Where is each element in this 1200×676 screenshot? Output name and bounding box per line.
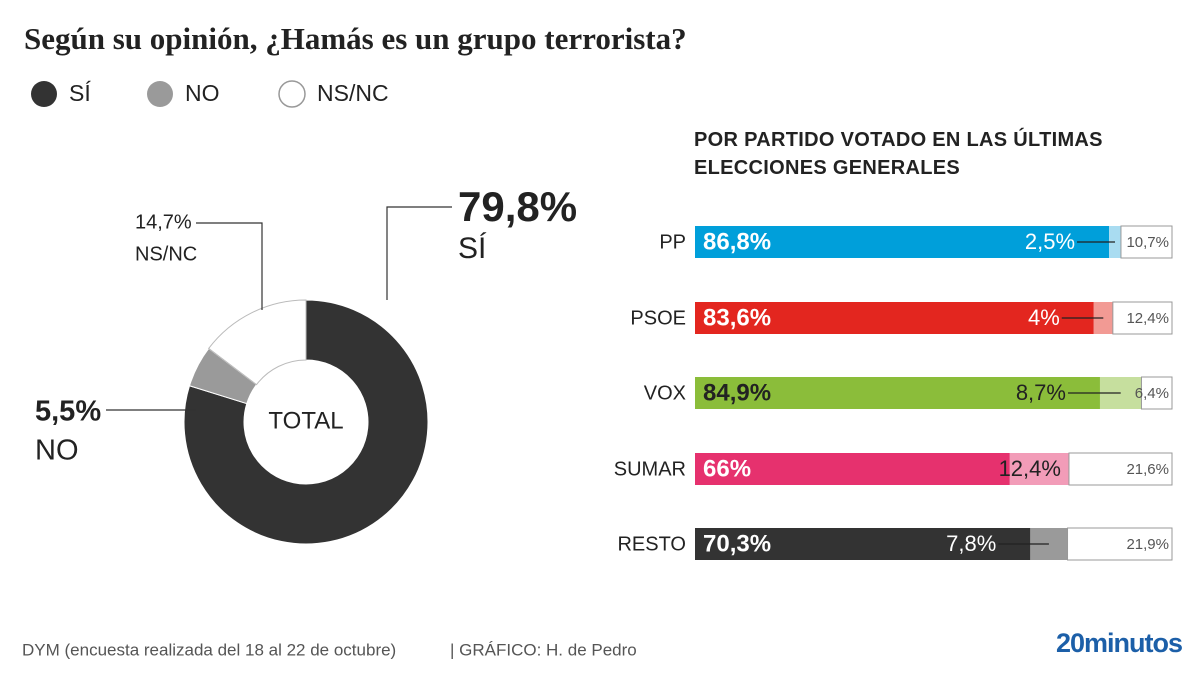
category-label: PP [659, 231, 686, 253]
value-label: 12,4% [999, 456, 1061, 481]
bar-segment [695, 453, 1010, 485]
category-label: PSOE [630, 307, 686, 329]
brand: 20minutos [1056, 628, 1182, 658]
legend-swatch [278, 80, 306, 108]
category-label: RESTO [617, 533, 686, 555]
donut-slice [207, 299, 307, 386]
value-label: 70,3% [703, 530, 771, 557]
value-label: 6,4% [1135, 385, 1169, 402]
legend-label: NS/NC [317, 80, 389, 106]
bar-segment [1009, 453, 1069, 485]
leader-line [196, 222, 263, 310]
value-label: 12,4% [1126, 310, 1169, 327]
bar-segment [1067, 527, 1173, 561]
credit: | GRÁFICO: H. de Pedro [450, 640, 637, 659]
bar-segment [695, 226, 1110, 258]
slice-label: SÍ [458, 232, 487, 265]
value-label: 83,6% [703, 304, 771, 331]
slice-label: NS/NC [135, 243, 197, 265]
value-label: 2,5% [1025, 229, 1075, 254]
bar-segment [1112, 301, 1173, 335]
value-label: 84,9% [703, 379, 771, 406]
bar-segment [695, 302, 1094, 334]
center-label: TOTAL [268, 407, 343, 434]
slice-label: NO [35, 435, 79, 467]
source: DYM (encuesta realizada del 18 al 22 de … [22, 640, 396, 659]
bar-segment [1068, 452, 1173, 486]
bar-segment [1140, 376, 1173, 410]
slice-value: 79,8% [458, 183, 577, 230]
bar-subtitle: POR PARTIDO VOTADO EN LAS ÚLTIMAS ELECCI… [694, 129, 1103, 179]
slice-value: 14,7% [135, 211, 192, 233]
legend-swatch [147, 81, 173, 107]
value-label: 21,9% [1126, 536, 1169, 553]
slice-value: 5,5% [35, 396, 101, 428]
leader-line [386, 206, 452, 300]
category-label: VOX [644, 382, 686, 404]
bar-segment [695, 377, 1100, 409]
value-label: 66% [703, 455, 751, 482]
value-label: 86,8% [703, 228, 771, 255]
value-label: 7,8% [946, 531, 996, 556]
value-label: 10,7% [1126, 234, 1169, 251]
category-label: SUMAR [614, 458, 686, 480]
legend-label: NO [185, 80, 220, 106]
title: Según su opinión, ¿Hamás es un grupo ter… [24, 21, 687, 56]
legend-swatch [31, 81, 57, 107]
bar-segment [1120, 225, 1173, 259]
legend-label: SÍ [69, 80, 91, 106]
value-label: 21,6% [1126, 461, 1169, 478]
value-label: 4% [1028, 305, 1060, 330]
bar-segment [695, 528, 1031, 560]
value-label: 8,7% [1016, 380, 1066, 405]
donut-slice [183, 299, 429, 545]
